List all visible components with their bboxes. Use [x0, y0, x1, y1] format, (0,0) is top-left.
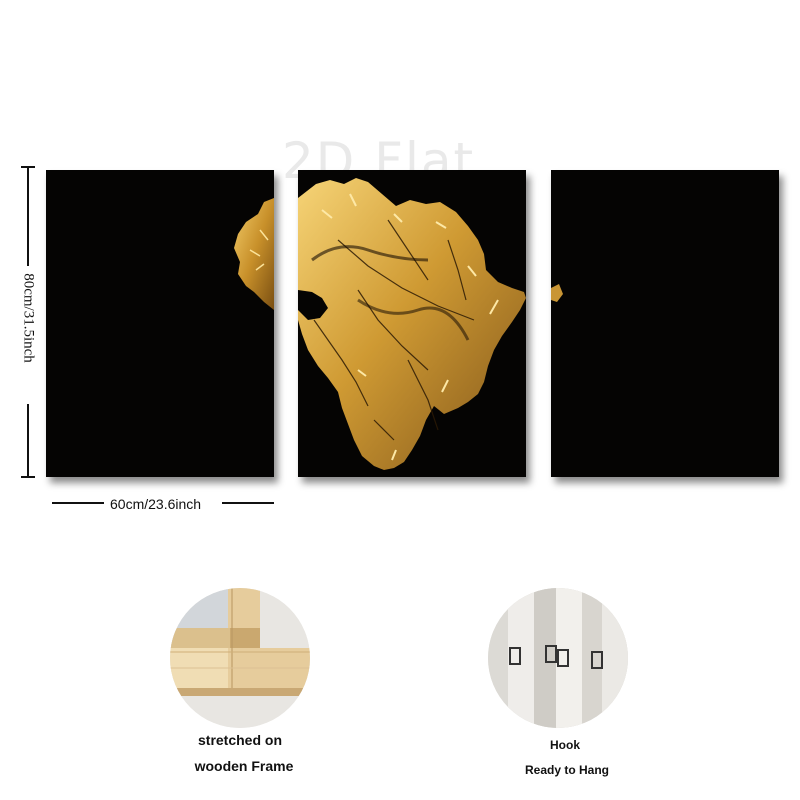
africa-art-center: [298, 178, 526, 470]
width-dimension-line-right: [222, 502, 274, 504]
africa-art-left: [234, 198, 274, 310]
height-dimension-tick-top: [21, 166, 35, 168]
hook-caption-line2: Ready to Hang: [524, 763, 610, 777]
height-dimension-line-top: [27, 166, 29, 266]
canvas-panel-center: [298, 170, 526, 477]
width-dimension-line-left: [52, 502, 104, 504]
frame-caption-line1: stretched on: [197, 732, 283, 748]
africa-art-right: [551, 284, 563, 302]
wooden-frame-photo: [170, 588, 310, 728]
hook-photo: [488, 588, 628, 728]
height-dimension-tick-bottom: [21, 476, 35, 478]
canvas-panel-left: [46, 170, 274, 477]
height-dimension-label: 80cm/31.5inch: [20, 273, 37, 363]
canvas-panel-right: [551, 170, 779, 477]
frame-caption-line2: wooden Frame: [194, 758, 294, 774]
width-dimension-label: 60cm/23.6inch: [110, 496, 202, 512]
hook-caption-line1: Hook: [550, 738, 580, 752]
height-dimension-line-bottom: [27, 404, 29, 478]
